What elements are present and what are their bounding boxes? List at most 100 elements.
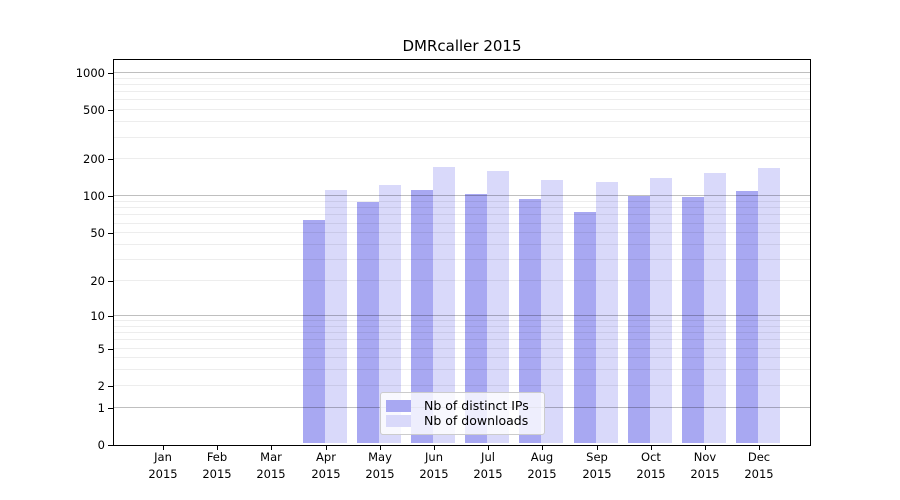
- gridline-minor-90: [114, 201, 810, 202]
- bar-downloads-sep: [596, 182, 618, 443]
- x-tick-dec: [759, 446, 760, 450]
- x-tick-aug: [542, 446, 543, 450]
- legend-swatch-distinct-ips: [386, 400, 411, 412]
- y-tick-200: [108, 159, 113, 160]
- gridline-minor-7: [114, 332, 810, 333]
- gridline-minor-900: [114, 78, 810, 79]
- x-tick-may: [380, 446, 381, 450]
- bar-downloads-apr: [325, 190, 347, 443]
- bar-downloads-may: [379, 185, 401, 443]
- y-tick-500: [108, 110, 113, 111]
- gridline-minor-6: [114, 339, 810, 340]
- gridline-minor-20: [114, 280, 810, 281]
- x-tick-label-sep: Sep 2015: [582, 450, 612, 481]
- bar-downloads-dec: [758, 168, 780, 443]
- gridline-major-100: [114, 195, 810, 196]
- x-tick-label-oct: Oct 2015: [636, 450, 666, 481]
- gridline-minor-3: [114, 369, 810, 370]
- y-tick-10: [108, 316, 113, 317]
- y-tick-5: [108, 349, 113, 350]
- y-tick-1000: [108, 73, 113, 74]
- legend-item-downloads: Nb of downloads: [386, 414, 536, 428]
- gridline-minor-800: [114, 84, 810, 85]
- x-tick-nov: [705, 446, 706, 450]
- x-tick-label-mar: Mar 2015: [256, 450, 286, 481]
- gridline-minor-9: [114, 320, 810, 321]
- bar-downloads-aug: [541, 180, 563, 443]
- bar-distinct-ips-jul: [465, 194, 487, 443]
- chart-title: DMRcaller 2015: [402, 37, 522, 55]
- gridline-minor-30: [114, 259, 810, 260]
- x-tick-label-jun: Jun 2015: [419, 450, 449, 481]
- legend-label-distinct-ips: Nb of distinct IPs: [424, 398, 529, 413]
- x-tick-label-aug: Aug 2015: [527, 450, 557, 481]
- y-tick-label-100: 100: [83, 189, 105, 203]
- legend: Nb of distinct IPs Nb of downloads: [380, 392, 545, 435]
- plot-area: [113, 59, 811, 446]
- y-tick-0: [108, 445, 113, 446]
- x-tick-label-may: May 2015: [365, 450, 395, 481]
- x-tick-jun: [434, 446, 435, 450]
- y-tick-label-200: 200: [83, 152, 105, 166]
- gridline-minor-700: [114, 91, 810, 92]
- y-tick-1: [108, 408, 113, 409]
- y-tick-label-2: 2: [97, 379, 105, 393]
- gridline-minor-80: [114, 207, 810, 208]
- legend-item-distinct-ips: Nb of distinct IPs: [386, 399, 536, 413]
- y-tick-label-1000: 1000: [75, 66, 105, 80]
- y-tick-20: [108, 281, 113, 282]
- y-tick-label-50: 50: [90, 226, 105, 240]
- bar-distinct-ips-dec: [736, 191, 758, 443]
- gridline-minor-2: [114, 385, 810, 386]
- x-tick-apr: [326, 446, 327, 450]
- bar-downloads-jul: [487, 171, 509, 443]
- gridline-minor-5: [114, 348, 810, 349]
- gridline-minor-300: [114, 137, 810, 138]
- gridline-minor-400: [114, 121, 810, 122]
- gridline-minor-200: [114, 158, 810, 159]
- y-tick-50: [108, 233, 113, 234]
- x-tick-label-apr: Apr 2015: [311, 450, 341, 481]
- bar-downloads-jun: [433, 167, 455, 443]
- gridline-minor-50: [114, 232, 810, 233]
- y-tick-100: [108, 196, 113, 197]
- x-tick-label-nov: Nov 2015: [690, 450, 720, 481]
- y-tick-label-1: 1: [97, 401, 105, 415]
- bar-downloads-nov: [704, 173, 726, 443]
- gridline-minor-70: [114, 214, 810, 215]
- gridline-major-1000: [114, 72, 810, 73]
- bar-distinct-ips-aug: [519, 199, 541, 443]
- x-tick-label-dec: Dec 2015: [744, 450, 774, 481]
- bar-downloads-oct: [650, 178, 672, 443]
- x-tick-oct: [651, 446, 652, 450]
- x-tick-label-feb: Feb 2015: [202, 450, 232, 481]
- y-tick-label-5: 5: [97, 342, 105, 356]
- x-tick-mar: [271, 446, 272, 450]
- gridline-major-10: [114, 315, 810, 316]
- gridline-minor-500: [114, 109, 810, 110]
- gridline-minor-8: [114, 326, 810, 327]
- legend-label-downloads: Nb of downloads: [424, 413, 529, 428]
- bar-distinct-ips-oct: [628, 196, 650, 443]
- y-tick-label-500: 500: [83, 103, 105, 117]
- y-tick-2: [108, 386, 113, 387]
- y-tick-label-20: 20: [90, 274, 105, 288]
- bar-distinct-ips-jun: [411, 190, 433, 443]
- bar-distinct-ips-apr: [303, 220, 325, 443]
- gridline-minor-40: [114, 244, 810, 245]
- bar-distinct-ips-nov: [682, 197, 704, 443]
- x-tick-label-jan: Jan 2015: [148, 450, 178, 481]
- y-tick-label-10: 10: [90, 309, 105, 323]
- gridline-minor-600: [114, 99, 810, 100]
- x-tick-label-jul: Jul 2015: [473, 450, 503, 481]
- legend-swatch-downloads: [386, 415, 411, 427]
- bar-distinct-ips-may: [357, 202, 379, 443]
- x-tick-sep: [597, 446, 598, 450]
- x-tick-jan: [163, 446, 164, 450]
- gridline-minor-60: [114, 223, 810, 224]
- x-tick-feb: [217, 446, 218, 450]
- gridline-minor-4: [114, 357, 810, 358]
- y-tick-label-0: 0: [97, 438, 105, 452]
- x-tick-jul: [488, 446, 489, 450]
